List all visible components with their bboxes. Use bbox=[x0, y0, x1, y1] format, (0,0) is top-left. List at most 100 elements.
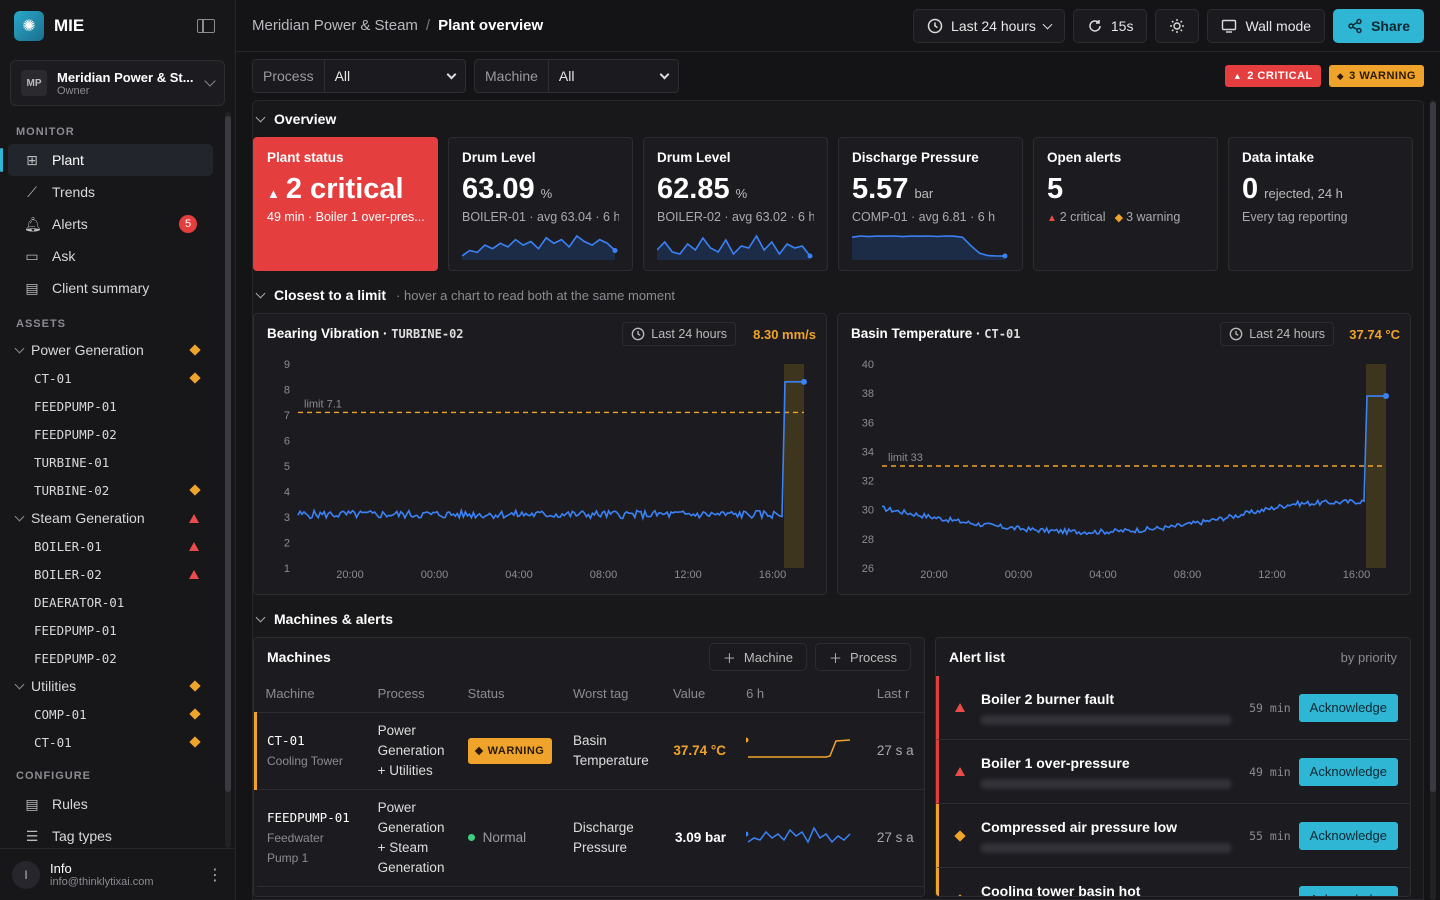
asset-item[interactable]: BOILER-01 bbox=[0, 532, 221, 560]
document-icon: ▤ bbox=[25, 279, 39, 296]
alert-window-band bbox=[1366, 364, 1386, 568]
more-options-icon[interactable]: ⋮ bbox=[207, 866, 223, 884]
alert-item[interactable]: Boiler 1 over-pressure 49 min Acknowledge bbox=[936, 740, 1410, 804]
value-cell: 37.74 °C bbox=[662, 712, 737, 790]
asset-item[interactable]: FEEDPUMP-01 bbox=[0, 392, 221, 420]
kpi-value: 5 bbox=[1047, 173, 1064, 205]
column-header[interactable]: Value bbox=[662, 676, 737, 713]
asset-item[interactable]: TURBINE-01 bbox=[0, 448, 221, 476]
sidebar-item-tag-types[interactable]: ☰ Tag types bbox=[8, 820, 213, 848]
line-chart[interactable]: Basin Temperature · CT-01 Last 24 hours 37… bbox=[837, 313, 1411, 595]
alert-item[interactable]: Compressed air pressure low 55 min Acknowl… bbox=[936, 804, 1410, 868]
chevron-down-icon bbox=[14, 511, 25, 521]
x-tick-label: 08:00 bbox=[590, 569, 618, 581]
share-button[interactable]: Share bbox=[1333, 8, 1424, 43]
sidebar-item-client-summary[interactable]: ▤ Client summary bbox=[8, 272, 213, 304]
asset-item[interactable]: FEEDPUMP-01 bbox=[0, 616, 221, 644]
machine-filter[interactable]: Machine All bbox=[474, 59, 679, 93]
acknowledge-button[interactable]: Acknowledge bbox=[1298, 757, 1398, 786]
alert-item[interactable]: Cooling tower basin hot Acknowledge bbox=[936, 868, 1410, 896]
asset-item[interactable]: FEEDPUMP-02 bbox=[0, 420, 221, 448]
y-tick-label: 7 bbox=[284, 410, 290, 422]
asset-item[interactable]: CT-01 bbox=[0, 728, 221, 756]
acknowledge-button[interactable]: Acknowledge bbox=[1298, 821, 1398, 850]
chart-range-button[interactable]: Last 24 hours bbox=[622, 322, 736, 346]
kpi-card[interactable]: Open alerts 5 ▲ 2 critical ◆ 3 warning bbox=[1033, 137, 1218, 271]
asset-label: FEEDPUMP-01 bbox=[34, 398, 117, 414]
machine-desc: Cooling Tower bbox=[267, 753, 343, 768]
column-header[interactable]: Machine bbox=[255, 676, 368, 713]
alert-item[interactable]: Boiler 2 burner fault 59 min Acknowledge bbox=[936, 676, 1410, 740]
theme-toggle-button[interactable] bbox=[1155, 8, 1200, 43]
acknowledge-button[interactable]: Acknowledge bbox=[1298, 885, 1398, 896]
sidebar-toggle-icon[interactable] bbox=[197, 19, 215, 33]
refresh-button[interactable]: 15s bbox=[1072, 8, 1148, 43]
asset-item[interactable]: COMP-01 bbox=[0, 700, 221, 728]
kpi-card[interactable]: Plant status ▲ 2 critical 49 min · Boiler 1… bbox=[253, 137, 438, 271]
add-machine-button[interactable]: ＋ Machine bbox=[708, 643, 808, 671]
line-chart[interactable]: Bearing Vibration · TURBINE-02 Last 24 ho… bbox=[253, 313, 827, 595]
alert-list-title: Alert list bbox=[949, 649, 1006, 665]
asset-group[interactable]: Power Generation bbox=[0, 336, 221, 364]
grid-icon: ⊞ bbox=[26, 151, 38, 168]
breadcrumb-org[interactable]: Meridian Power & Steam bbox=[252, 17, 418, 34]
chart-title-separator: · bbox=[379, 326, 392, 341]
acknowledge-button[interactable]: Acknowledge bbox=[1298, 693, 1398, 722]
asset-label: BOILER-01 bbox=[34, 538, 102, 554]
add-process-button[interactable]: ＋ Process bbox=[815, 643, 911, 671]
asset-group[interactable]: Utilities bbox=[0, 672, 221, 700]
table-row[interactable]: FEEDPUMP-01 Feedwater Pump 1 Power Generat… bbox=[255, 789, 924, 887]
chart-tag: CT-01 bbox=[984, 327, 1021, 341]
alerts-count-badge: 5 bbox=[179, 215, 197, 233]
chart-range-button[interactable]: Last 24 hours bbox=[1220, 322, 1334, 346]
column-header[interactable]: Worst tag bbox=[562, 676, 663, 713]
asset-item[interactable]: FEEDPUMP-02 bbox=[0, 644, 221, 672]
kpi-card[interactable]: Drum Level 62.85% BOILER-02 · avg 63.02 · … bbox=[643, 137, 828, 271]
warning-count-badge[interactable]: ◆ 3 WARNING bbox=[1328, 65, 1424, 87]
x-tick-label: 12:00 bbox=[674, 569, 702, 581]
column-header[interactable]: Status bbox=[457, 676, 563, 713]
chart-current-value: 37.74 °C bbox=[1349, 327, 1400, 342]
kpi-critical-count: 2 critical bbox=[1059, 210, 1106, 224]
asset-item[interactable]: BOILER-02 bbox=[0, 560, 221, 588]
asset-item[interactable]: TURBINE-02 bbox=[0, 476, 221, 504]
critical-count-badge[interactable]: ▲ 2 CRITICAL bbox=[1224, 65, 1321, 87]
kpi-card[interactable]: Data intake 0 rejected, 24 h Every tag repo… bbox=[1228, 137, 1413, 271]
column-header[interactable]: Last r bbox=[866, 676, 924, 713]
y-tick-label: 2 bbox=[284, 538, 290, 550]
asset-item[interactable]: DEAERATOR-01 bbox=[0, 588, 221, 616]
chart-row: Bearing Vibration · TURBINE-02 Last 24 ho… bbox=[253, 313, 1423, 595]
machines-header[interactable]: Machines & alerts bbox=[253, 601, 1423, 637]
alert-sort-label[interactable]: by priority bbox=[1340, 649, 1397, 665]
wall-mode-button[interactable]: Wall mode bbox=[1207, 8, 1326, 43]
process-filter[interactable]: Process All bbox=[252, 59, 466, 93]
y-tick-label: 8 bbox=[284, 385, 290, 397]
column-header[interactable]: Process bbox=[367, 676, 458, 713]
sidebar-scrollbar[interactable] bbox=[225, 112, 231, 848]
sidebar-item-rules[interactable]: ▤ Rules bbox=[8, 788, 213, 820]
kpi-subtitle: COMP-01 · avg 6.81 · 6 h bbox=[852, 210, 996, 224]
column-header[interactable]: 6 h bbox=[736, 676, 867, 713]
sidebar-item-trends[interactable]: ⟋ Trends bbox=[8, 176, 213, 208]
kpi-card[interactable]: Discharge Pressure 5.57 bar COMP-01 · avg 6… bbox=[838, 137, 1023, 271]
asset-group[interactable]: Steam Generation bbox=[0, 504, 221, 532]
y-tick-label: 34 bbox=[862, 446, 874, 458]
workspace-switcher[interactable]: MP Meridian Power & St... Owner bbox=[10, 60, 225, 106]
kpi-subtitle: BOILER-01 · avg 63.04 · 6 h bbox=[462, 210, 619, 224]
warning-icon: ◆ bbox=[1111, 212, 1127, 224]
chart-range-label: Last 24 hours bbox=[651, 327, 727, 341]
closest-header[interactable]: Closest to a limit · hover a chart to rea… bbox=[253, 277, 1423, 313]
kpi-sparkline bbox=[852, 235, 1008, 260]
table-row[interactable]: CT-01 Cooling Tower Power Generation + Uti… bbox=[254, 712, 924, 790]
overview-header[interactable]: Overview bbox=[253, 101, 1423, 137]
user-menu[interactable]: I Info info@thinklytixai.com ⋮ bbox=[0, 848, 235, 900]
sidebar-item-alerts[interactable]: 🔔︎ Alerts 5 bbox=[8, 208, 213, 240]
asset-label: CT-01 bbox=[34, 370, 72, 386]
sidebar-item-ask[interactable]: ▭ Ask bbox=[8, 240, 213, 272]
kpi-card[interactable]: Drum Level 63.09% BOILER-01 · avg 63.04 · … bbox=[448, 137, 633, 271]
main-scrollbar[interactable] bbox=[1430, 100, 1436, 900]
critical-icon bbox=[189, 569, 199, 579]
asset-item[interactable]: CT-01 bbox=[0, 364, 221, 392]
sidebar-item-plant[interactable]: ⊞ Plant bbox=[0, 144, 213, 176]
time-range-button[interactable]: Last 24 hours bbox=[913, 8, 1065, 43]
